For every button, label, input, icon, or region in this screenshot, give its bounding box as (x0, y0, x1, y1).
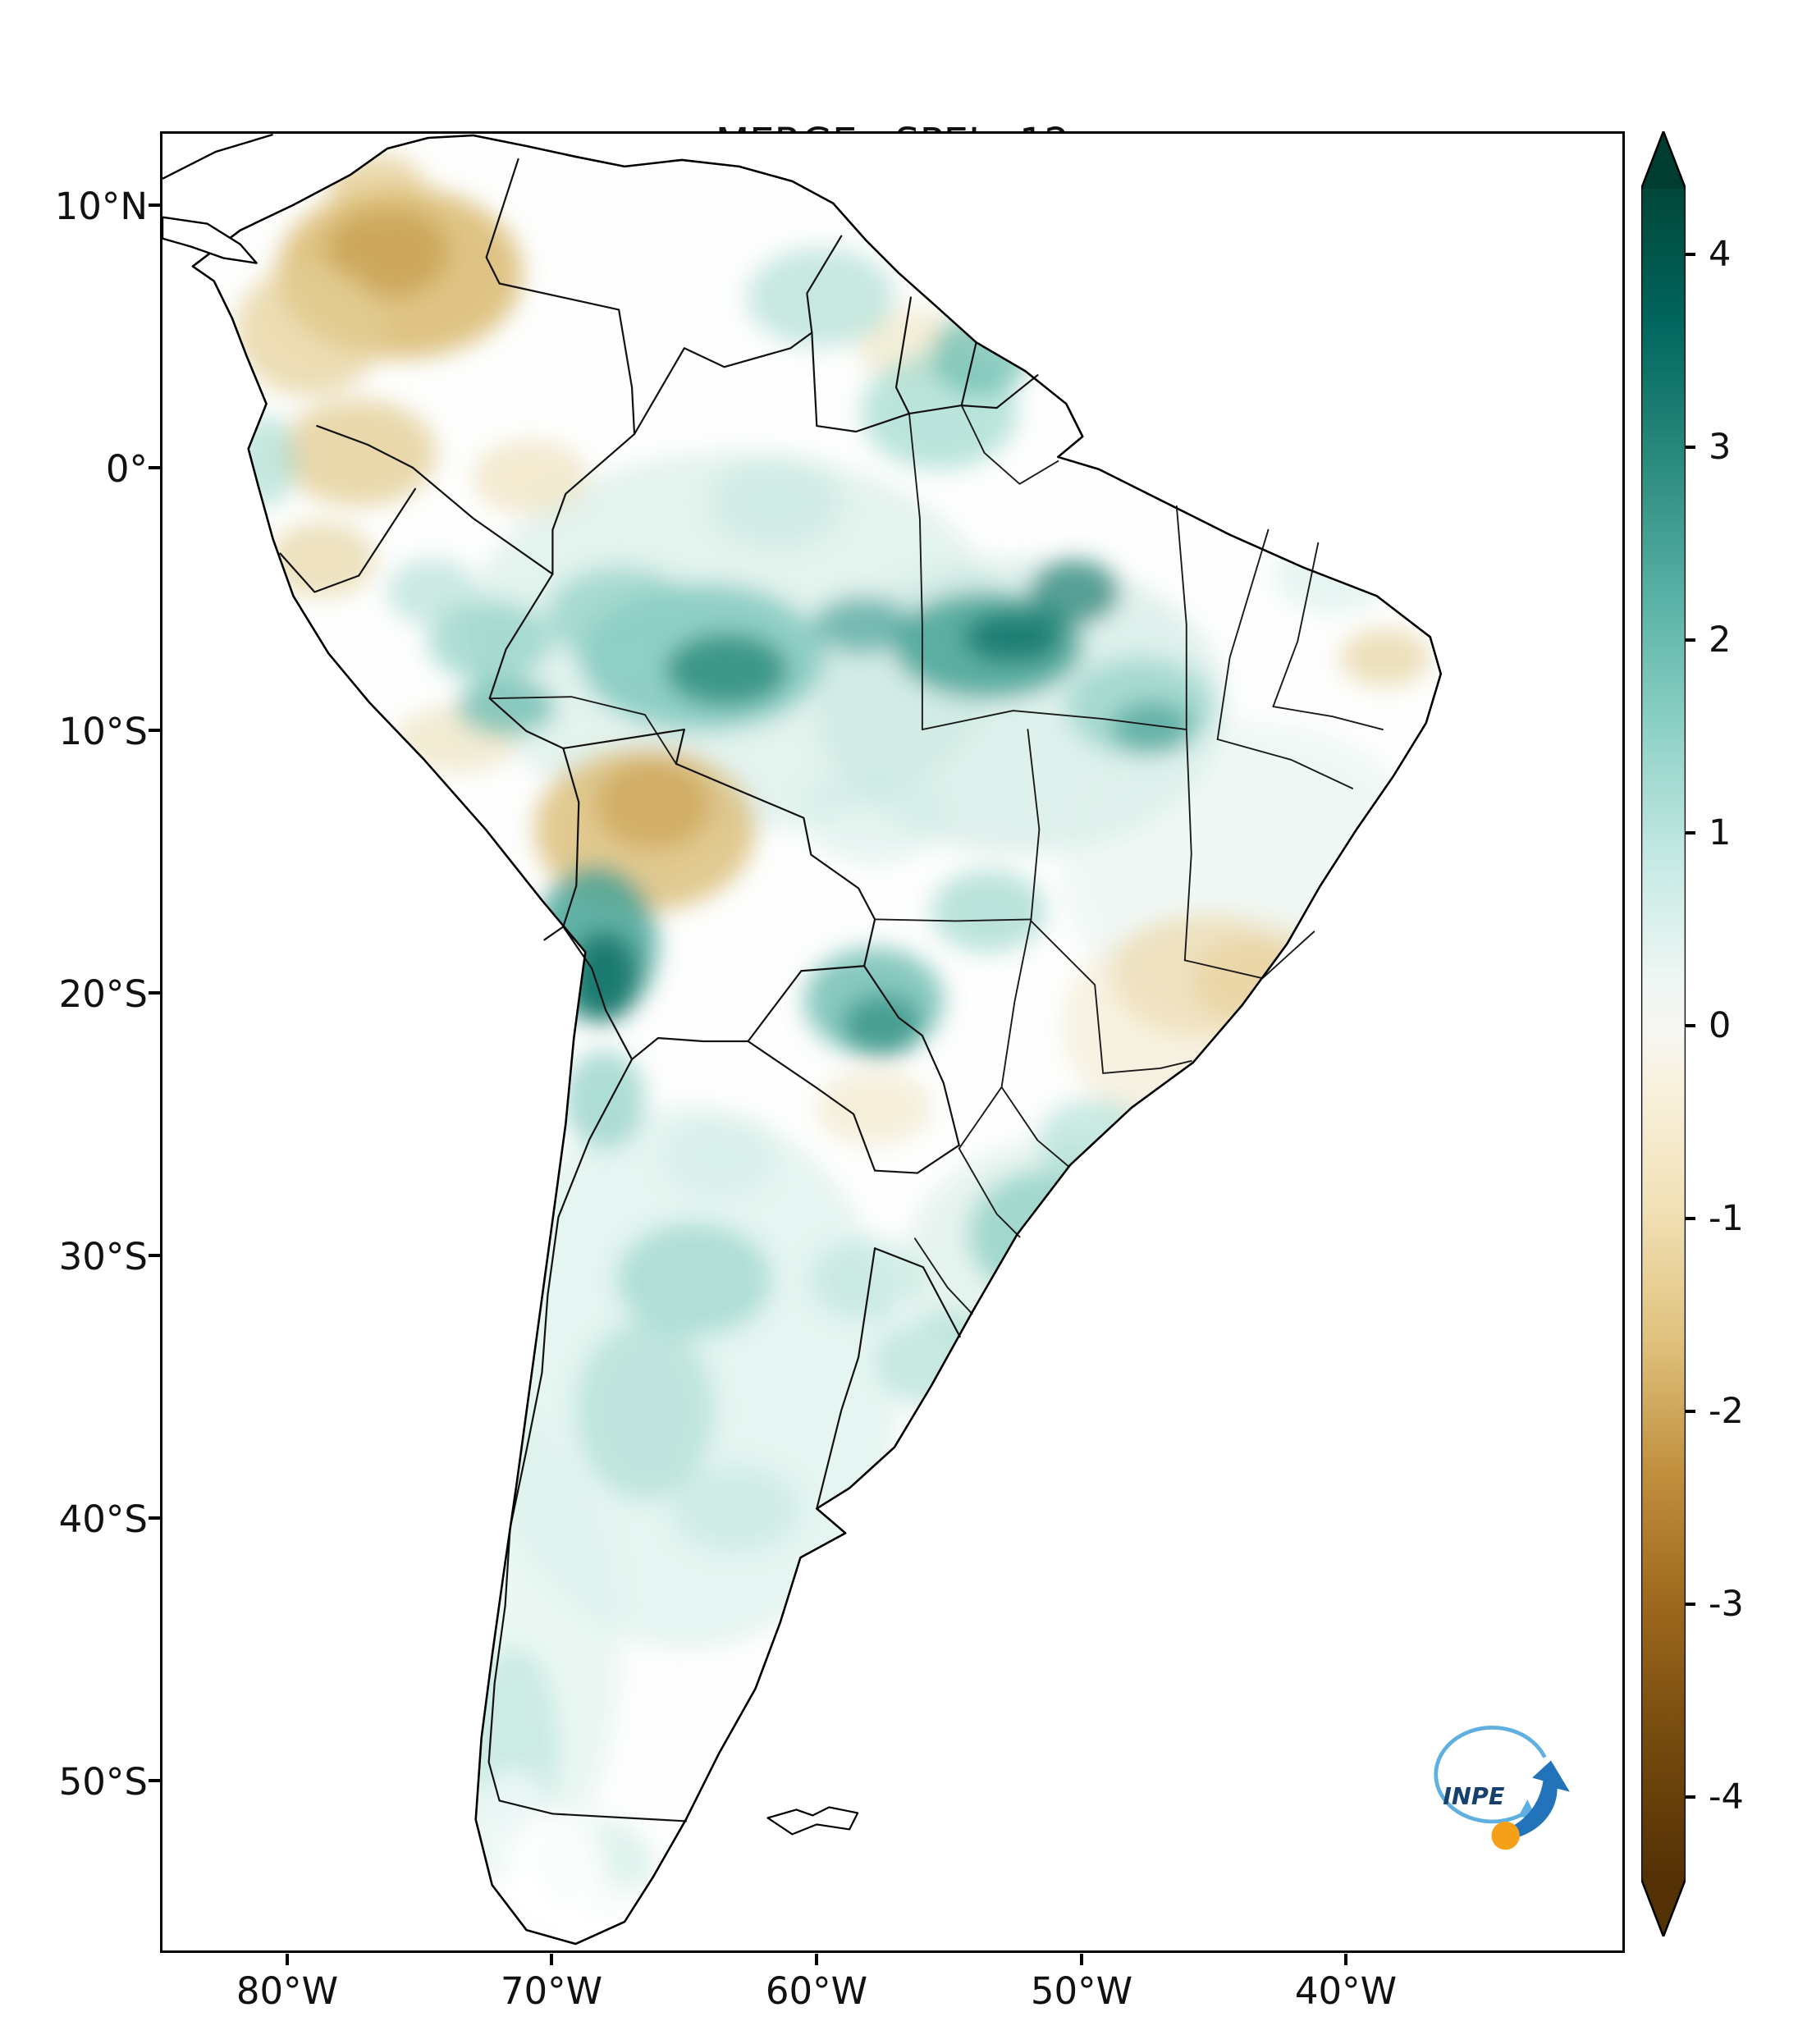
colorbar-tick-mark (1686, 1410, 1695, 1413)
inpe-logo: INPE (1413, 1717, 1585, 1856)
y-tick-mark (149, 991, 160, 995)
colorbar-extend-min (1641, 1879, 1686, 1937)
y-tick-mark (149, 1779, 160, 1782)
colorbar-tick-mark (1686, 253, 1695, 256)
colorbar-tick-mark (1686, 1024, 1695, 1027)
colorbar-tick-mark (1686, 1603, 1695, 1606)
orbit-arc (1434, 1726, 1547, 1824)
y-tick-mark (149, 203, 160, 207)
x-tick-mark (286, 1954, 289, 1965)
y-axis-tick-label: 20°S (58, 972, 148, 1016)
colorbar-tick-label: -2 (1709, 1391, 1744, 1432)
spei-field-blobs (231, 153, 1439, 1945)
x-axis-tick-label: 60°W (765, 1969, 868, 2013)
x-axis-tick-label: 40°W (1294, 1969, 1398, 2013)
colorbar-tick-label: 1 (1709, 812, 1732, 853)
colorbar-tick-mark (1686, 1795, 1695, 1799)
colorbar-tick-label: 0 (1709, 1005, 1732, 1046)
central-america-coast (162, 134, 273, 264)
colorbar-tick-mark (1686, 831, 1695, 835)
state-borders (488, 405, 1384, 1315)
y-axis-tick-label: 0° (105, 447, 148, 491)
colorbar-tick-mark (1686, 446, 1695, 449)
y-tick-mark (149, 1254, 160, 1257)
y-tick-mark (149, 1516, 160, 1520)
colorbar-extend-max (1641, 131, 1686, 189)
colorbar-tick-label: 2 (1709, 620, 1732, 661)
y-tick-mark (149, 466, 160, 469)
colorbar-tick-label: -4 (1709, 1776, 1744, 1818)
y-axis-tick-label: 10°S (58, 710, 148, 753)
colorbar-tick-label: 3 (1709, 427, 1732, 468)
colorbar-tick-label: -3 (1709, 1584, 1744, 1625)
colorbar (1640, 128, 1687, 1940)
colorbar-tick-label: 4 (1709, 234, 1732, 275)
x-tick-mark (550, 1954, 553, 1965)
y-axis-tick-label: 30°S (58, 1235, 148, 1278)
islands (766, 1806, 859, 1836)
x-axis-tick-label: 70°W (500, 1969, 603, 2013)
x-tick-mark (815, 1954, 818, 1965)
x-axis-tick-label: 80°W (236, 1969, 339, 2013)
y-axis-tick-label: 50°S (58, 1760, 148, 1804)
x-tick-mark (1080, 1954, 1083, 1965)
colorbar-tick-mark (1686, 638, 1695, 642)
map-plot-area (160, 131, 1625, 1953)
continent-fill (192, 135, 1441, 1945)
panama-strip (162, 216, 258, 264)
south-america-spei-map (162, 134, 1443, 1946)
coastline (191, 134, 1443, 1946)
x-tick-mark (1344, 1954, 1347, 1965)
inpe-logo-text: INPE (1443, 1782, 1505, 1810)
colorbar-gradient (1640, 128, 1687, 1940)
colorbar-tick-label: -1 (1709, 1198, 1744, 1239)
y-tick-mark (149, 729, 160, 732)
x-axis-tick-label: 50°W (1030, 1969, 1133, 2013)
orange-sphere-icon (1491, 1821, 1520, 1850)
y-axis-tick-label: 40°S (58, 1498, 148, 1541)
colorbar-tick-mark (1686, 1217, 1695, 1220)
swoosh-arrow-icon (1500, 1760, 1570, 1841)
y-axis-tick-label: 10°N (54, 185, 148, 228)
inpe-logo-graphic: INPE (1434, 1726, 1570, 1850)
